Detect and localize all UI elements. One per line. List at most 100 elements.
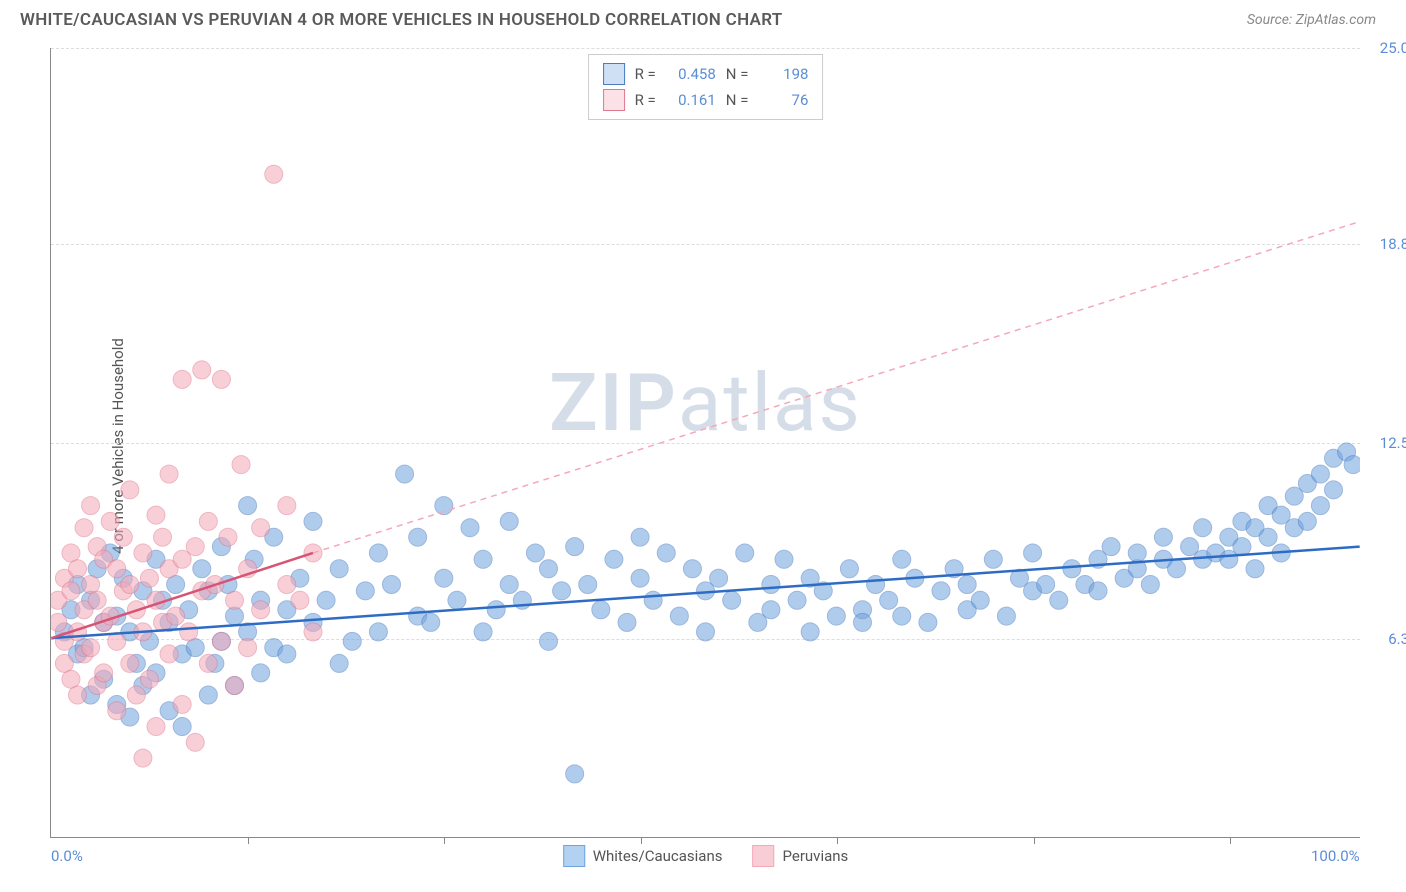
bottom-legend: Whites/Caucasians Peruvians <box>563 845 849 867</box>
data-point <box>827 607 845 625</box>
data-point <box>62 544 80 562</box>
data-point <box>1050 591 1068 609</box>
x-tick <box>248 837 249 844</box>
legend-swatch <box>753 845 775 867</box>
data-point <box>657 544 675 562</box>
data-point <box>343 632 361 650</box>
data-point <box>1128 544 1146 562</box>
chart-area: ZIPatlas R =0.458 N =198 R =0.161 N =76 … <box>50 48 1360 838</box>
data-point <box>1233 538 1251 556</box>
data-point <box>232 456 250 474</box>
data-point <box>127 686 145 704</box>
data-point <box>278 576 296 594</box>
data-point <box>226 677 244 695</box>
stats-row: R =0.161 N =76 <box>603 87 809 113</box>
data-point <box>854 613 872 631</box>
data-point <box>762 601 780 619</box>
stats-legend: R = 0.458 N = 198 R =0.161 N =76 <box>588 54 824 120</box>
data-point <box>840 560 858 578</box>
data-point <box>683 560 701 578</box>
data-point <box>62 582 80 600</box>
data-point <box>219 528 237 546</box>
data-point <box>984 550 1002 568</box>
data-point <box>108 702 126 720</box>
data-point <box>710 569 728 587</box>
data-point <box>114 528 132 546</box>
data-point <box>1298 512 1316 530</box>
data-point <box>697 623 715 641</box>
data-point <box>186 639 204 657</box>
data-point <box>140 569 158 587</box>
data-point <box>566 765 584 783</box>
data-point <box>147 718 165 736</box>
data-point <box>330 560 348 578</box>
data-point <box>422 613 440 631</box>
stat-r-label: R = <box>635 65 656 83</box>
x-tick <box>1230 837 1231 844</box>
data-point <box>75 519 93 537</box>
data-point <box>252 519 270 537</box>
x-tick-label: 100.0% <box>1311 847 1360 865</box>
data-point <box>304 512 322 530</box>
data-point <box>330 654 348 672</box>
stat-n-value: 198 <box>758 65 808 83</box>
data-point <box>186 538 204 556</box>
data-point <box>1325 481 1343 499</box>
y-tick-label: 12.5% <box>1380 434 1406 452</box>
data-point <box>592 601 610 619</box>
data-point <box>775 550 793 568</box>
data-point <box>461 519 479 537</box>
data-point <box>618 613 636 631</box>
data-point <box>69 686 87 704</box>
legend-label: Peruvians <box>783 847 849 865</box>
data-point <box>1102 538 1120 556</box>
stat-n-label: N = <box>726 65 749 83</box>
data-point <box>971 591 989 609</box>
data-point <box>1063 560 1081 578</box>
trend-line-peruvians-dash <box>313 222 1360 553</box>
series-swatch <box>603 89 625 111</box>
stat-r-value: 0.458 <box>666 65 716 83</box>
data-point <box>82 576 100 594</box>
data-point <box>670 607 688 625</box>
data-point <box>82 639 100 657</box>
data-point <box>396 465 414 483</box>
data-point <box>553 582 571 600</box>
data-point <box>69 560 87 578</box>
legend-item: Whites/Caucasians <box>563 845 723 867</box>
data-point <box>265 165 283 183</box>
data-point <box>160 645 178 663</box>
data-point <box>121 481 139 499</box>
data-point <box>579 576 597 594</box>
data-point <box>199 654 217 672</box>
data-point <box>193 361 211 379</box>
data-point <box>199 512 217 530</box>
data-point <box>199 686 217 704</box>
data-point <box>540 632 558 650</box>
data-point <box>526 544 544 562</box>
data-point <box>1024 544 1042 562</box>
data-point <box>88 591 106 609</box>
data-point <box>95 664 113 682</box>
data-point <box>173 695 191 713</box>
data-point <box>140 670 158 688</box>
data-point <box>369 623 387 641</box>
x-tick <box>444 837 445 844</box>
data-point <box>147 506 165 524</box>
data-point <box>154 528 172 546</box>
data-point <box>356 582 374 600</box>
data-point <box>121 654 139 672</box>
legend-swatch <box>563 845 585 867</box>
data-point <box>788 591 806 609</box>
data-point <box>383 576 401 594</box>
legend-item: Peruvians <box>753 845 849 867</box>
data-point <box>1246 560 1264 578</box>
stat-n-value: 76 <box>758 91 808 109</box>
data-point <box>212 632 230 650</box>
data-point <box>252 664 270 682</box>
data-point <box>631 569 649 587</box>
data-point <box>101 512 119 530</box>
data-point <box>278 645 296 663</box>
data-point <box>644 591 662 609</box>
data-point <box>134 749 152 767</box>
